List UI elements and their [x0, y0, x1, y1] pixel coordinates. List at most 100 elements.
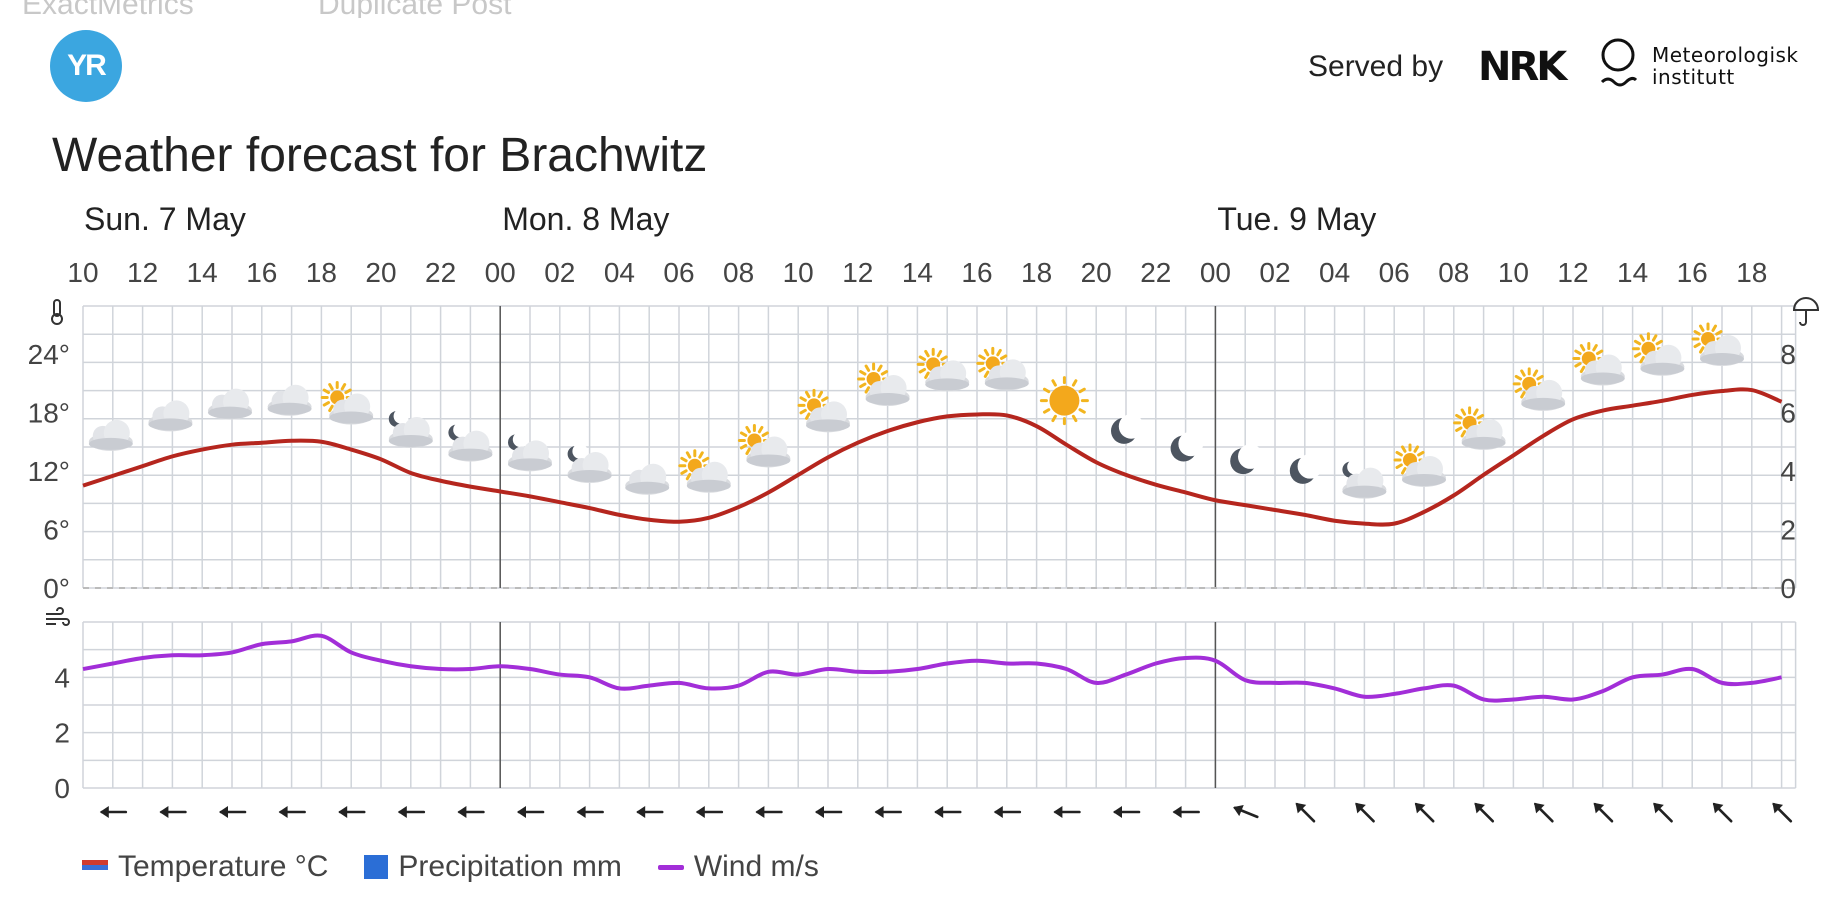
page-title: Weather forecast for Brachwitz [52, 129, 708, 182]
hour-tick-label: 18 [306, 257, 337, 288]
wind-direction-arrow [1772, 802, 1793, 823]
wind-direction-arrow [1593, 802, 1614, 823]
met-logo-line1: Meteorologisk [1652, 43, 1799, 67]
wind-direction-arrow [517, 806, 545, 818]
precip-axis-label: 0 [1780, 573, 1796, 604]
hour-tick-label: 12 [1557, 257, 1588, 288]
hour-tick-label: 16 [961, 257, 992, 288]
hour-tick-label: 22 [1140, 257, 1171, 288]
wind-direction-arrow [695, 806, 724, 818]
wind-direction-arrow [993, 806, 1022, 818]
night-cloud-icon [448, 422, 493, 462]
moon-icon [1230, 444, 1263, 475]
hour-tick-label: 14 [902, 257, 933, 288]
wind-direction-arrow [1653, 802, 1673, 823]
partly-sunny-icon [857, 362, 910, 407]
wind-direction-arrow [1534, 802, 1554, 823]
partly-sunny-icon [1572, 342, 1625, 386]
wind-direction-arrow [397, 806, 426, 818]
hour-tick-label: 10 [67, 257, 98, 288]
temperature-series-line [82, 387, 1783, 527]
wind-direction-arrow [99, 806, 128, 818]
wind-swatch [657, 864, 684, 870]
wind-axis-label: 2 [54, 718, 70, 749]
wind-direction-arrow [457, 806, 485, 818]
wind-direction-arrow [874, 806, 902, 818]
wind-series-line [82, 633, 1782, 703]
partly-sunny-icon [1393, 443, 1446, 487]
temperature-swatch [82, 860, 108, 874]
hour-tick-label: 08 [1438, 257, 1469, 288]
admin-link-duplicate-post[interactable]: Duplicate Post [318, 0, 512, 18]
legend-precipitation-label: Precipitation mm [398, 850, 622, 883]
yr-logo[interactable]: YR [50, 30, 122, 102]
hour-tick-label: 14 [1617, 257, 1648, 288]
precip-axis-label: 2 [1780, 515, 1796, 546]
temp-axis-label: 6° [43, 515, 70, 546]
cloud-icon [208, 388, 252, 420]
hour-tick-label: 16 [246, 257, 277, 288]
hour-tick-label: 20 [365, 257, 396, 288]
hour-tick-label: 22 [425, 257, 456, 288]
hour-tick-label: 16 [1677, 257, 1708, 288]
legend-temperature: Temperature °C [82, 850, 328, 884]
met-institute-logo-text[interactable]: Meteorologisk institutt [1652, 44, 1799, 88]
day-label: Tue. 9 May [1217, 201, 1376, 237]
hour-tick-label: 04 [1319, 257, 1350, 288]
hour-tick-label: 06 [663, 257, 694, 288]
hour-tick-label: 18 [1021, 257, 1052, 288]
wind-direction-arrow [338, 806, 366, 818]
wind-direction-arrow [576, 806, 604, 818]
partly-sunny-icon [976, 346, 1029, 391]
precip-axis-label: 4 [1780, 456, 1796, 487]
wind-icon [46, 607, 70, 626]
forecast-chart: Sun. 7 May Mon. 8 May Tue. 9 May 10 12 14 16 18… [28, 201, 1820, 823]
temp-axis-label: 24° [28, 339, 70, 370]
wind-direction-arrow [219, 806, 247, 818]
hour-tick-label: 14 [187, 257, 218, 288]
cloud-icon [88, 419, 133, 451]
admin-link-exactmetrics[interactable]: ExactMetrics [22, 0, 194, 18]
legend-wind-label: Wind m/s [693, 850, 819, 883]
legend-temperature-label: Temperature °C [118, 850, 329, 883]
hour-tick-label: 06 [1379, 257, 1410, 288]
night-cloud-icon [508, 431, 552, 472]
wind-direction-arrow [1474, 802, 1495, 823]
temp-axis-label: 0° [43, 573, 70, 604]
legend-wind: Wind m/s [657, 850, 819, 884]
partly-sunny-icon [797, 388, 850, 433]
wind-direction-arrow [636, 806, 664, 818]
wind-direction-arrow [1355, 802, 1375, 823]
partly-sunny-icon [1512, 367, 1566, 411]
umbrella-icon [1792, 297, 1820, 326]
hour-tick-label: 00 [485, 257, 516, 288]
partly-sunny-icon [678, 449, 731, 493]
temp-axis-label: 18° [28, 398, 70, 429]
sun-icon [1039, 376, 1089, 426]
partly-sunny-icon [916, 347, 970, 392]
hour-tick-label: 20 [1081, 257, 1112, 288]
wind-direction-arrow [159, 806, 187, 818]
precip-axis-label: 6 [1780, 398, 1796, 429]
moon-icon [1289, 453, 1323, 484]
hour-tick-label: 10 [783, 257, 814, 288]
day-label: Mon. 8 May [502, 201, 669, 237]
hour-tick-label: 04 [604, 257, 635, 288]
wind-direction-arrow [1295, 802, 1316, 823]
partly-sunny-icon [1691, 322, 1744, 367]
wind-direction-arrow [1113, 806, 1141, 818]
wind-direction-arrow [1053, 806, 1081, 818]
wind-direction-arrow [934, 806, 962, 818]
night-cloud-icon [567, 443, 612, 484]
wind-axis-label: 4 [54, 662, 70, 693]
day-label: Sun. 7 May [84, 201, 246, 237]
night-cloud-icon [1342, 459, 1387, 499]
partly-sunny-icon [737, 423, 791, 468]
wind-direction-arrow [755, 806, 783, 818]
nrk-logo[interactable]: NRK [1478, 44, 1567, 90]
partly-sunny-icon [320, 381, 374, 425]
hour-tick-label: 18 [1736, 257, 1767, 288]
precip-axis-label: 8 [1780, 339, 1796, 370]
wind-axis-label: 0 [54, 773, 70, 804]
thermometer-icon [51, 299, 63, 325]
